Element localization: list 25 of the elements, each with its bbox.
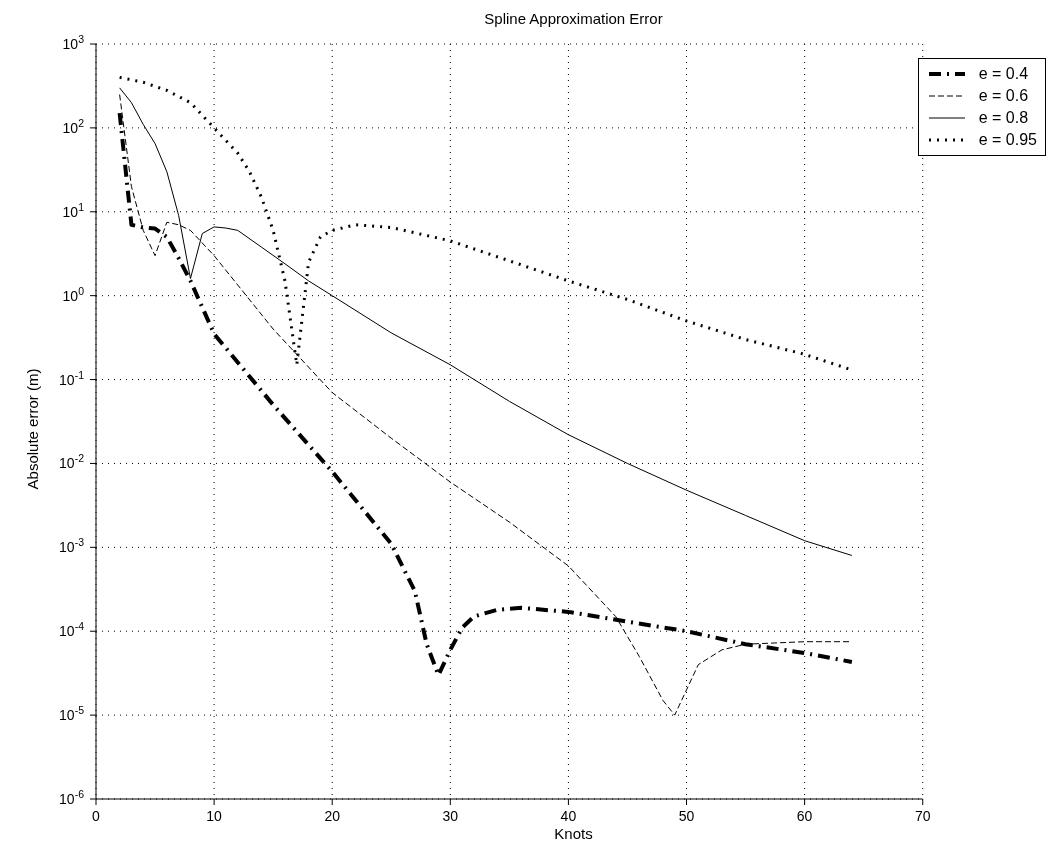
y-tick-label: 10$^{0}$ — [62, 284, 85, 304]
y-tick-label: 10$^{-6}$ — [59, 788, 85, 807]
x-axis-title: Knots — [553, 825, 594, 842]
x-tick-label: 0 — [92, 808, 101, 824]
legend-label: e = 0.4 — [978, 65, 1029, 83]
y-tick-label: 10$^{-4}$ — [59, 620, 85, 640]
y-tick-label: 10$^{-1}$ — [59, 368, 85, 388]
x-tick-label: 10 — [206, 808, 223, 824]
x-tick-label: 60 — [796, 808, 813, 824]
x-tick-label: 20 — [324, 808, 341, 824]
legend-label: e = 0.95 — [978, 131, 1037, 149]
legend-label: e = 0.6 — [978, 87, 1029, 105]
y-tick-label: 10$^{-3}$ — [59, 536, 85, 556]
y-tick-label: 10$^{-2}$ — [59, 452, 85, 472]
x-tick-label: 50 — [678, 808, 695, 824]
legend-label: e = 0.8 — [978, 109, 1029, 127]
y-tick-label: 10$^{2}$ — [62, 116, 85, 136]
x-tick-label: 70 — [914, 808, 931, 824]
y-axis-title: Absolute error (m) — [23, 368, 41, 490]
x-tick-label: 30 — [442, 808, 459, 824]
y-tick-label: 10$^{-5}$ — [59, 704, 85, 724]
chart-title: Spline Approximation Error — [483, 10, 664, 27]
y-tick-label: 10$^{1}$ — [62, 200, 85, 220]
x-tick-label: 40 — [560, 808, 577, 824]
y-tick-label: 10$^{3}$ — [62, 33, 85, 52]
